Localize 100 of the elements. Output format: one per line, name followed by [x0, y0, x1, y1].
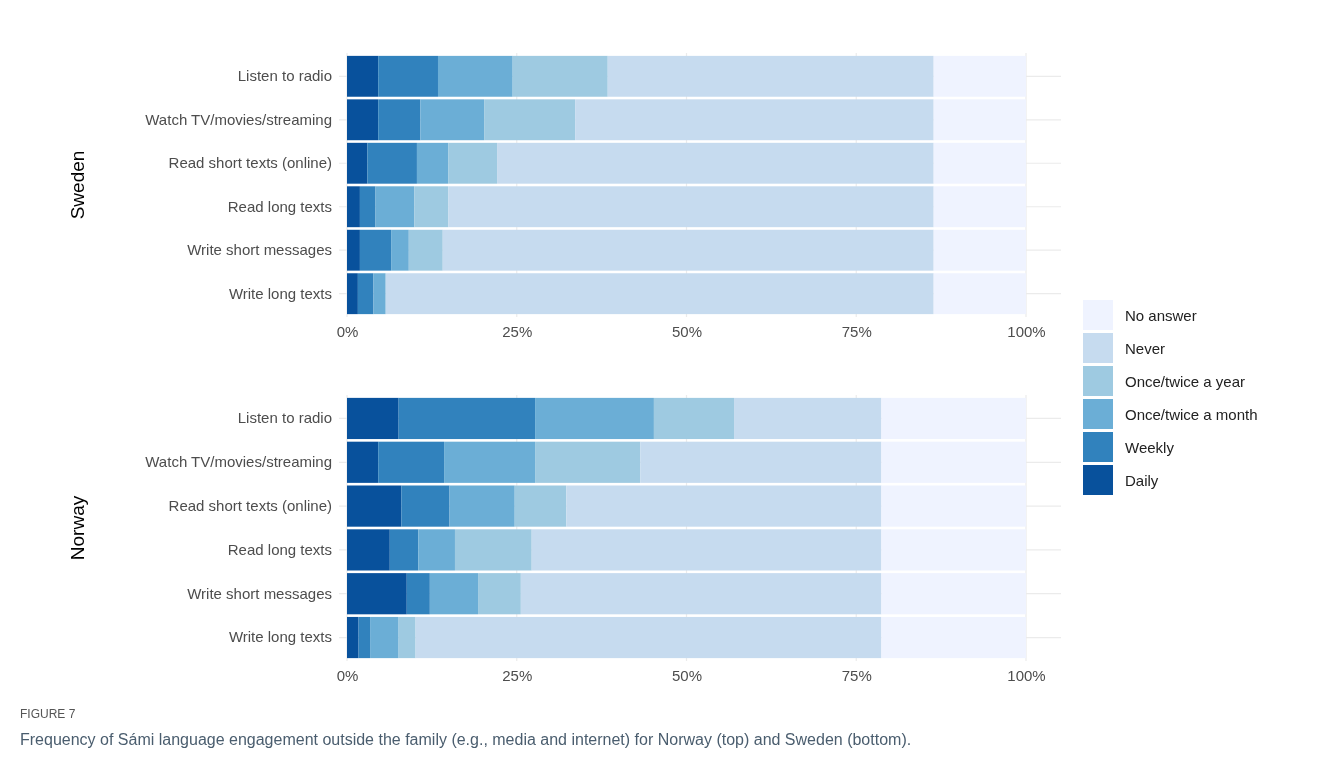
bar: [933, 99, 1026, 141]
bar: [370, 616, 399, 659]
bar: [416, 142, 449, 184]
bar: [367, 142, 417, 184]
bar: [378, 441, 445, 483]
bar: [358, 616, 371, 659]
bar: [575, 99, 934, 141]
bar: [398, 616, 416, 659]
legend-label: Never: [1125, 340, 1166, 357]
bar: [566, 485, 882, 527]
bar: [375, 186, 415, 228]
bar: [640, 441, 882, 483]
bar: [347, 142, 368, 184]
legend-label: Weekly: [1125, 439, 1175, 456]
bar: [378, 55, 438, 97]
bar: [429, 573, 479, 615]
bar: [414, 186, 449, 228]
bar: [398, 397, 536, 440]
bar: [607, 55, 934, 97]
bar: [391, 229, 409, 271]
bar: [420, 99, 485, 141]
bar: [359, 229, 392, 271]
bar: [401, 485, 450, 527]
bar: [514, 485, 567, 527]
bar: [415, 616, 882, 659]
bar: [359, 186, 376, 228]
y-tick-label: Read long texts: [227, 540, 332, 558]
bar: [497, 142, 934, 184]
bar: [881, 485, 1026, 527]
bar: [881, 616, 1026, 659]
bar: [406, 573, 430, 615]
bar: [512, 55, 608, 97]
bar: [347, 99, 379, 141]
bar: [357, 273, 374, 315]
y-tick-label: Read short texts (online): [168, 154, 332, 172]
bar: [418, 529, 455, 571]
y-tick-label: Listen to radio: [237, 409, 332, 427]
bar: [347, 616, 359, 659]
bar: [347, 55, 379, 97]
y-tick-label: Read long texts: [227, 197, 332, 215]
bar: [520, 573, 882, 615]
x-tick-label: 25%: [502, 322, 533, 340]
legend-label: No answer: [1125, 307, 1197, 324]
bar: [389, 529, 419, 571]
y-tick-label: Read short texts (online): [168, 496, 332, 514]
bar: [442, 229, 934, 271]
bar: [347, 186, 360, 228]
bar: [535, 397, 654, 440]
bar: [933, 142, 1026, 184]
bar: [881, 397, 1026, 440]
x-tick-label: 25%: [502, 666, 533, 684]
bar: [531, 529, 882, 571]
bar: [347, 273, 358, 315]
bar: [444, 441, 536, 483]
bar: [734, 397, 882, 440]
bar: [454, 529, 532, 571]
x-tick-label: 100%: [1007, 322, 1046, 340]
y-tick-label: Write long texts: [228, 628, 332, 646]
caption: FIGURE 7: [20, 707, 76, 721]
bar: [449, 485, 515, 527]
bar: [881, 441, 1026, 483]
bar: [933, 186, 1026, 228]
bar: [347, 485, 402, 527]
x-tick-label: 50%: [671, 666, 703, 684]
legend-label: Once/twice a year: [1125, 373, 1246, 390]
x-tick-label: 75%: [841, 666, 872, 684]
bar: [437, 55, 513, 97]
y-tick-label: Watch TV/movies/streaming: [145, 453, 332, 471]
bar: [448, 142, 498, 184]
bar: [347, 397, 399, 440]
y-tick-label: Listen to radio: [237, 67, 332, 85]
bar: [933, 273, 1026, 315]
y-axis-title: Sweden: [67, 150, 88, 220]
bar: [378, 99, 421, 141]
bar: [484, 99, 576, 141]
bar: [881, 529, 1026, 571]
y-tick-label: Watch TV/movies/streaming: [145, 110, 332, 128]
bar: [478, 573, 521, 615]
bar: [347, 529, 390, 571]
y-tick-label: Write short messages: [187, 241, 332, 259]
x-tick-label: 75%: [841, 322, 872, 340]
bar: [347, 441, 379, 483]
bar: [933, 55, 1026, 97]
text: Frequency of Sámi language engagement outside the family (e.g., media and internet) for Norway (top) and Sweden (bottom).: [20, 731, 912, 748]
x-tick-label: 0%: [336, 322, 359, 340]
bar: [347, 229, 360, 271]
x-tick-label: 100%: [1007, 666, 1046, 684]
x-tick-label: 0%: [336, 666, 359, 684]
y-tick-label: Write long texts: [228, 284, 332, 302]
bar: [385, 273, 934, 315]
bar: [933, 229, 1026, 271]
bar: [653, 397, 735, 440]
y-axis-title: Norway: [67, 495, 88, 561]
y-tick-label: Write short messages: [187, 584, 332, 602]
bar: [408, 229, 443, 271]
bar: [881, 573, 1026, 615]
bar: [373, 273, 386, 315]
bar: [535, 441, 641, 483]
legend-label: Once/twice a month: [1125, 406, 1258, 423]
x-tick-label: 50%: [671, 322, 703, 340]
